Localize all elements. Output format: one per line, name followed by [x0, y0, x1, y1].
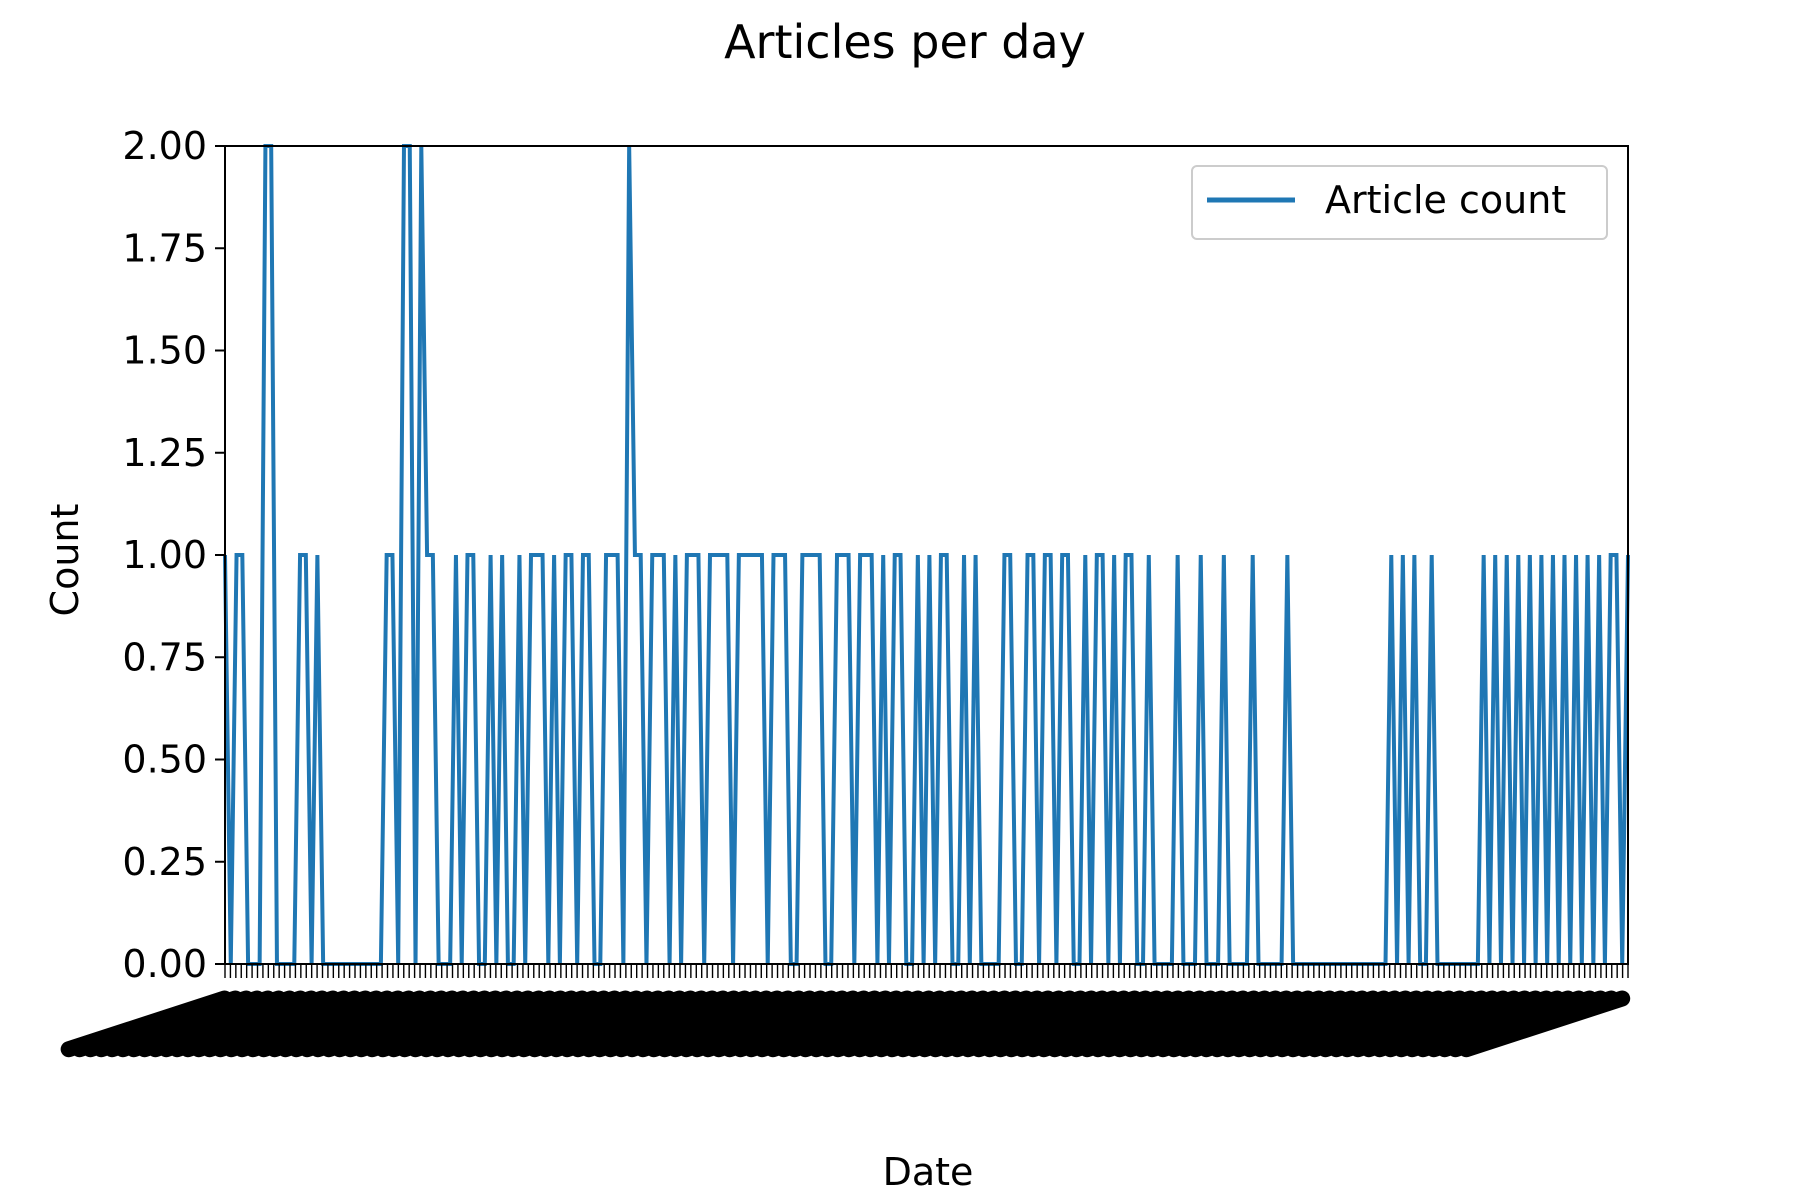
legend-label: Article count [1325, 178, 1566, 222]
y-tick-label: 0.25 [122, 840, 207, 884]
series-line-article-count [223, 144, 1630, 966]
y-tick-label: 0.75 [122, 635, 207, 679]
plot-area [223, 144, 1630, 966]
x-tick-label-smear [60, 990, 1631, 1058]
legend: Article count [1191, 165, 1608, 240]
y-axis-label: Count [43, 504, 87, 617]
y-tick-label: 1.00 [122, 533, 207, 577]
y-tick-label: 2.00 [122, 124, 207, 168]
y-tick-label: 0.00 [122, 942, 207, 986]
y-axis: 0.00 0.25 0.50 0.75 1.00 1.25 1.50 1.75 2.00 [122, 124, 225, 986]
y-tick-label: 1.75 [122, 226, 207, 270]
chart-title: Articles per day [724, 15, 1086, 69]
x-axis-label: Date [883, 1150, 974, 1194]
y-tick-label: 0.50 [122, 738, 207, 782]
y-tick-label: 1.50 [122, 329, 207, 373]
x-tick-label [1458, 990, 1631, 1058]
y-tick-label: 1.25 [122, 431, 207, 475]
legend-box [1191, 165, 1608, 240]
x-axis [60, 964, 1631, 1058]
